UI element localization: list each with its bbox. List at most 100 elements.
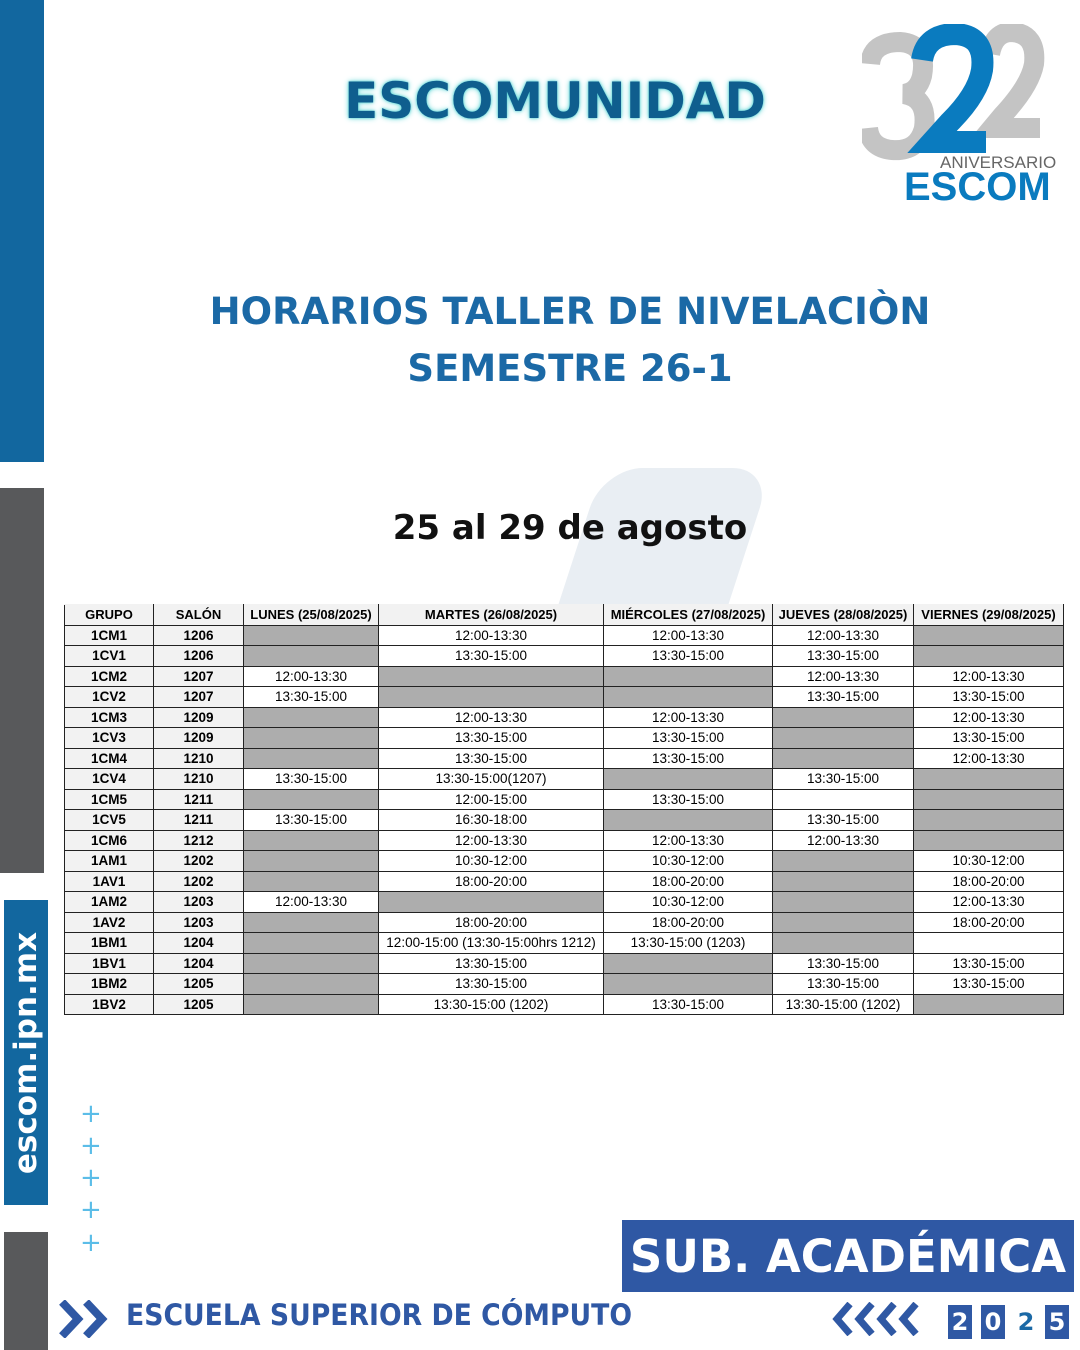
logo-digit-2-gray (970, 21, 1045, 138)
side-bar-gray-bottom (4, 1232, 48, 1350)
classroom-cell: 1210 (153, 747, 244, 769)
schedule-cell: 13:30-15:00 (913, 952, 1064, 974)
unavailable-cell (243, 850, 379, 872)
unavailable-cell (243, 727, 379, 749)
schedule-cell: 12:00-13:30 (772, 829, 914, 851)
group-cell: 1AV2 (64, 911, 154, 933)
schedule-cell: 13:30-15:00 (243, 686, 379, 708)
unavailable-cell (603, 686, 773, 708)
unavailable-cell (243, 747, 379, 769)
year-digit: 5 (1045, 1305, 1069, 1339)
schedule-cell (772, 788, 914, 810)
unavailable-cell (243, 645, 379, 667)
unavailable-cell (243, 932, 379, 954)
classroom-cell: 1206 (153, 624, 244, 646)
group-cell: 1CM4 (64, 747, 154, 769)
group-cell: 1AM2 (64, 891, 154, 913)
unavailable-cell (243, 870, 379, 892)
schedule-cell: 13:30-15:00 (378, 645, 604, 667)
unavailable-cell (772, 911, 914, 933)
schedule-cell (913, 932, 1064, 954)
table-row: 1AV1 1202 18:00-20:00 18:00-20:00 18:00-20:0… (64, 870, 1064, 892)
unavailable-cell (772, 932, 914, 954)
side-bar-gray (0, 488, 44, 873)
classroom-cell: 1211 (153, 788, 244, 810)
plus-icon: + (80, 1228, 102, 1258)
unavailable-cell (772, 870, 914, 892)
year-digit: 0 (981, 1305, 1005, 1339)
unavailable-cell (913, 645, 1064, 667)
schedule-cell: 12:00-13:30 (603, 829, 773, 851)
school-name: ESCUELA SUPERIOR DE CÓMPUTO (126, 1298, 633, 1332)
schedule-cell: 13:30-15:00 (772, 686, 914, 708)
schedule-cell: 13:30-15:00 (772, 645, 914, 667)
schedule-cell: 12:00-13:30 (913, 706, 1064, 728)
schedule-cell: 12:00-13:30 (378, 706, 604, 728)
table-row: 1CV4 1210 13:30-15:00 13:30-15:00(1207) 13:3… (64, 768, 1064, 790)
schedule-cell: 12:00-15:00 (378, 788, 604, 810)
department-label: SUB. ACADÉMICA (629, 1229, 1067, 1283)
schedule-cell: 12:00-15:00 (13:30-15:00hrs 1212) (378, 932, 604, 954)
unavailable-cell (772, 891, 914, 913)
table-row: 1BV2 1205 13:30-15:00 (1202) 13:30-15:00 13:… (64, 993, 1064, 1015)
schedule-cell: 10:30-12:00 (378, 850, 604, 872)
unavailable-cell (243, 788, 379, 810)
schedule-cell: 18:00-20:00 (603, 870, 773, 892)
schedule-cell: 12:00-13:30 (603, 706, 773, 728)
date-range: 25 al 29 de agosto (392, 508, 748, 548)
group-cell: 1CM5 (64, 788, 154, 810)
classroom-cell: 1212 (153, 829, 244, 851)
table-row: 1CV1 1206 13:30-15:00 13:30-15:00 13:30-15:0… (64, 645, 1064, 667)
schedule-cell: 13:30-15:00 (772, 973, 914, 995)
classroom-cell: 1209 (153, 727, 244, 749)
classroom-cell: 1210 (153, 768, 244, 790)
unavailable-cell (913, 788, 1064, 810)
unavailable-cell (913, 829, 1064, 851)
logo-name: ESCOM (904, 165, 1051, 204)
logo-digit-3 (858, 31, 935, 161)
schedule-cell: 12:00-13:30 (243, 665, 379, 687)
unavailable-cell (772, 747, 914, 769)
unavailable-cell (913, 993, 1064, 1015)
logo-subtitle: ANIVERSARIO (940, 153, 1056, 172)
semester-title: SEMESTRE 26-1 (407, 347, 733, 390)
unavailable-cell (243, 952, 379, 974)
schedule-cell: 13:30-15:00(1207) (378, 768, 604, 790)
schedule-cell: 13:30-15:00 (603, 788, 773, 810)
schedule-cell: 12:00-13:30 (772, 624, 914, 646)
unavailable-cell (913, 809, 1064, 831)
group-cell: 1BV2 (64, 993, 154, 1015)
schedule-cell: 13:30-15:00 (243, 768, 379, 790)
schedule-cell: 13:30-15:00 (603, 727, 773, 749)
group-cell: 1BM1 (64, 932, 154, 954)
unavailable-cell (243, 993, 379, 1015)
table-row: 1BV1 1204 13:30-15:00 13:30-15:00 13:30-15:0… (64, 952, 1064, 974)
schedule-cell: 12:00-13:30 (913, 891, 1064, 913)
table-row: 1CV5 1211 13:30-15:00 16:30-18:00 13:30-15:0… (64, 809, 1064, 831)
schedule-cell: 18:00-20:00 (378, 870, 604, 892)
brand-title: ESCOMUNIDAD (344, 72, 766, 130)
side-bar-blue-top (0, 0, 44, 462)
classroom-cell: 1205 (153, 973, 244, 995)
unavailable-cell (243, 624, 379, 646)
schedule-cell: 12:00-13:30 (603, 624, 773, 646)
schedule-cell: 13:30-15:00 (1203) (603, 932, 773, 954)
unavailable-cell (603, 952, 773, 974)
schedule-cell: 12:00-13:30 (913, 747, 1064, 769)
schedule-cell: 12:00-13:30 (378, 829, 604, 851)
unavailable-cell (603, 973, 773, 995)
schedule-cell: 13:30-15:00 (913, 727, 1064, 749)
table-row: 1AV2 1203 18:00-20:00 18:00-20:00 18:00-20:0… (64, 911, 1064, 933)
column-header: MARTES (26/08/2025) (378, 604, 604, 626)
schedule-cell: 12:00-13:30 (378, 624, 604, 646)
schedule-cell: 10:30-12:00 (603, 850, 773, 872)
group-cell: 1CV5 (64, 809, 154, 831)
unavailable-cell (243, 911, 379, 933)
schedule-cell: 13:30-15:00 (772, 809, 914, 831)
schedule-cell: 13:30-15:00 (603, 645, 773, 667)
schedule-cell: 13:30-15:00 (913, 973, 1064, 995)
department-banner: SUB. ACADÉMICA (622, 1220, 1074, 1292)
schedule-cell: 13:30-15:00 (603, 747, 773, 769)
unavailable-cell (772, 706, 914, 728)
unavailable-cell (913, 624, 1064, 646)
